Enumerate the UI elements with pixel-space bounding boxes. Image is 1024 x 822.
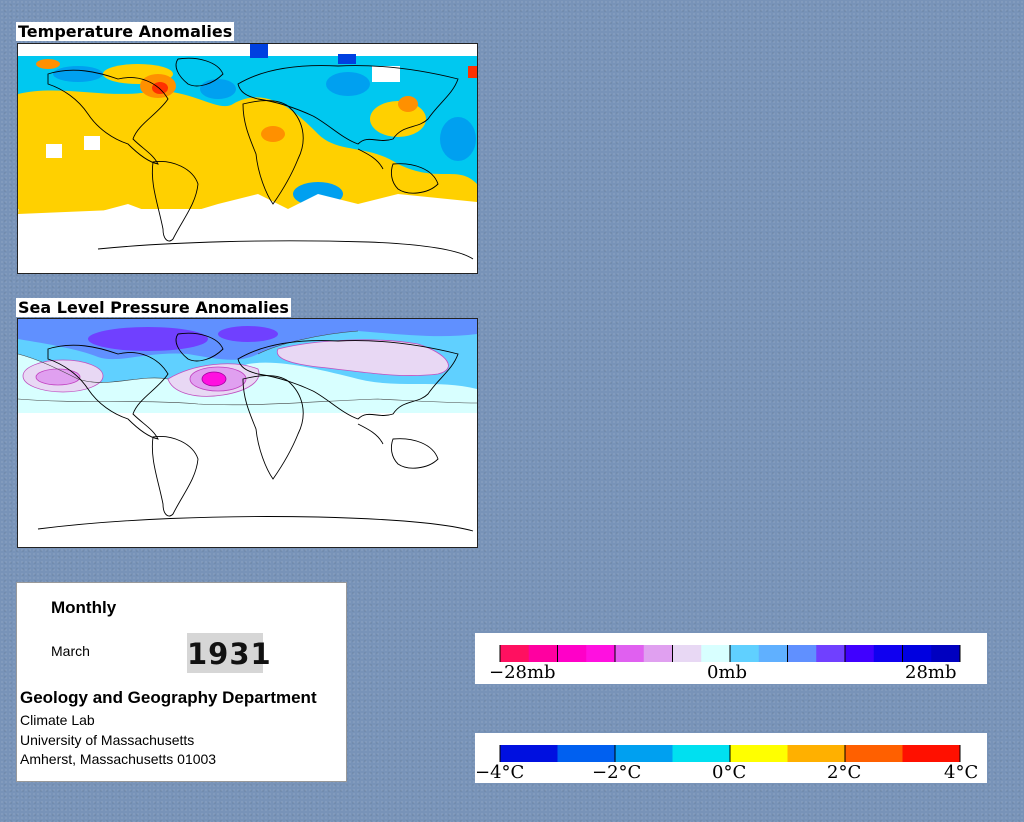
pressure-label-min: −28mb [489, 662, 556, 683]
lab-label: Climate Lab [20, 712, 95, 728]
temperature-swatch-3 [672, 745, 731, 762]
info-panel: Monthly March 1931 Geology and Geography… [16, 582, 347, 782]
temperature-swatch-5 [787, 745, 846, 762]
temperature-label-neg2: −2°C [592, 762, 641, 783]
temperature-swatch-2 [615, 745, 673, 762]
pressure-swatch-10 [787, 645, 817, 662]
temperature-label-2: 2°C [827, 762, 861, 783]
temperature-label-neg4: −4°C [475, 762, 524, 783]
address-label: Amherst, Massachusetts 01003 [20, 751, 217, 767]
sea-level-pressure-anomaly-map [17, 318, 478, 548]
pressure-swatch-6 [672, 645, 702, 662]
pressure-swatch-5 [643, 645, 673, 662]
pressure-swatch-4 [615, 645, 645, 662]
temperature-swatch-0 [500, 745, 558, 762]
pressure-swatch-9 [758, 645, 788, 662]
pressure-swatch-12 [845, 645, 875, 662]
temperature-swatch-1 [557, 745, 616, 762]
pressure-swatch-13 [873, 645, 903, 662]
temperature-legend: −4°C −2°C 0°C 2°C 4°C [475, 733, 987, 783]
temperature-label-4: 4°C [944, 762, 978, 783]
pressure-swatch-3 [586, 645, 616, 662]
temperature-label-0: 0°C [712, 762, 746, 783]
temperature-map-title: Temperature Anomalies [16, 22, 235, 41]
department-label: Geology and Geography Department [20, 688, 317, 707]
temperature-anomaly-map [17, 43, 478, 274]
pressure-swatch-8 [730, 645, 760, 662]
pressure-color-bar [499, 645, 961, 662]
pressure-swatch-7 [701, 645, 731, 662]
pressure-swatch-1 [528, 645, 558, 662]
pressure-label-max: 28mb [905, 662, 957, 683]
temperature-swatch-4 [730, 745, 788, 762]
period-label: Monthly [51, 598, 117, 617]
month-label: March [51, 643, 90, 659]
pressure-legend: −28mb 0mb 28mb [475, 633, 987, 684]
year-display: 1931 [187, 633, 271, 673]
pressure-swatch-2 [557, 645, 587, 662]
pressure-swatch-0 [500, 645, 530, 662]
university-label: University of Massachusetts [20, 732, 195, 748]
pressure-map-title: Sea Level Pressure Anomalies [16, 298, 291, 317]
pressure-label-zero: 0mb [707, 662, 747, 683]
temperature-color-bar [499, 745, 961, 762]
pressure-swatch-15 [931, 645, 961, 662]
pressure-swatch-11 [816, 645, 846, 662]
pressure-swatch-14 [902, 645, 932, 662]
temperature-swatch-6 [845, 745, 903, 762]
temperature-swatch-7 [902, 745, 961, 762]
